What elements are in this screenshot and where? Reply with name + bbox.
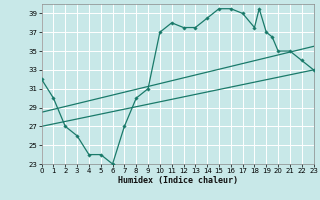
X-axis label: Humidex (Indice chaleur): Humidex (Indice chaleur): [118, 176, 237, 185]
